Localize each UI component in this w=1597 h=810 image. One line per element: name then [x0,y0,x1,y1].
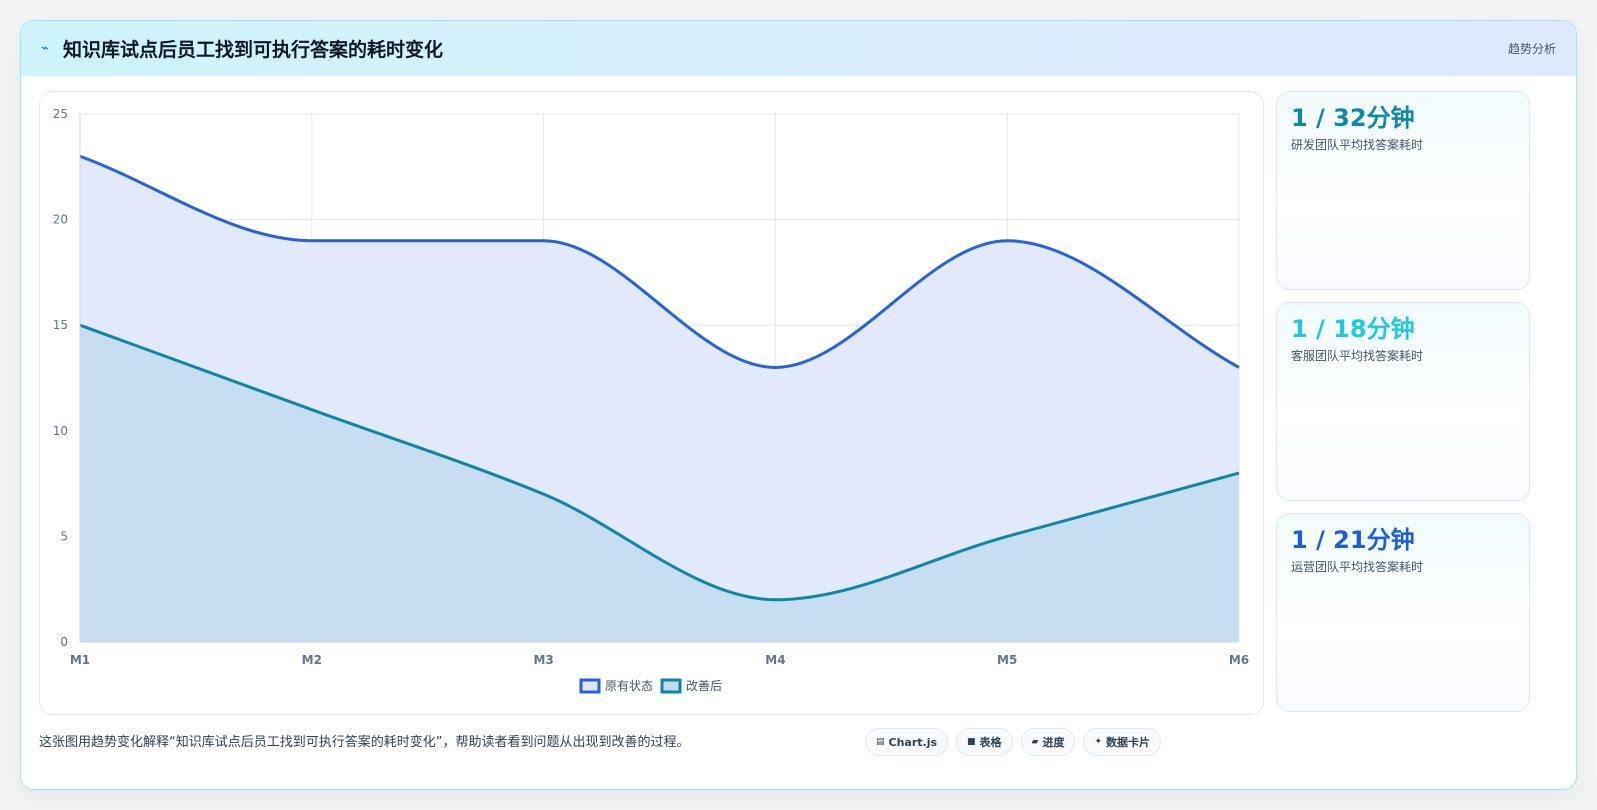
y-tick-label: 25 [53,107,68,121]
x-tick-label: M4 [765,653,785,667]
table-icon: ■ [967,737,976,747]
legend-label: 改善后 [686,678,722,693]
chip-label: 进度 [1042,736,1065,749]
legend-swatch [660,678,682,694]
stat-cards: 1 / 32分钟 研发团队平均找答案耗时 1 / 18分钟 客服团队平均找答案耗… [1276,91,1530,724]
area-chart: 0 5 10 15 20 25 M1 M2 M3 M4 M5 M6 原有状态 改善后 [53,107,1249,694]
legend-label: 原有状态 [605,679,653,693]
x-tick-label: M2 [302,653,322,667]
series-area-2 [80,325,1239,642]
chip-label: Chart.js [888,735,938,749]
stat-value: 1 / 18分钟 [1291,315,1415,343]
trend-icon: ⌁ [41,41,49,56]
x-tick-label: M6 [1229,653,1249,667]
page-title: 知识库试点后员工找到可执行答案的耗时变化 [63,39,444,61]
chip-chartjs[interactable]: ▤ Chart.js [865,728,949,756]
y-tick-label: 15 [53,318,68,332]
chip-table[interactable]: ■ 表格 [956,728,1013,756]
header-tag: 趋势分析 [1507,42,1556,56]
x-tick-label: M1 [70,653,90,667]
x-tick-label: M5 [997,653,1017,667]
y-tick-label: 0 [60,635,68,649]
y-tick-label: 10 [53,424,68,438]
series-line-2 [79,323,1240,602]
x-tick-label: M3 [533,653,553,667]
stat-label: 研发团队平均找答案耗时 [1291,138,1424,152]
stat-card-rd: 1 / 32分钟 研发团队平均找答案耗时 [1276,91,1530,290]
chart-panel: 0 5 10 15 20 25 M1 M2 M3 M4 M5 M6 原有状态 改善后 [39,91,1264,715]
chart-description: 这张图用趋势变化解释“知识库试点后员工找到可执行答案的耗时变化”，帮助读者看到问… [39,735,690,750]
chip-label: 表格 [979,736,1002,749]
dashboard-card: ⌁ 知识库试点后员工找到可执行答案的耗时变化 趋势分析 0 5 10 15 20 25 M1… [20,20,1577,790]
legend-swatch [579,678,601,694]
chart-icon: ▤ [876,737,885,747]
stat-value: 1 / 32分钟 [1291,104,1415,132]
card-header: ⌁ 知识库试点后员工找到可执行答案的耗时变化 趋势分析 [21,21,1576,76]
series-line-1 [79,154,1240,369]
title-wrap: ⌁ 知识库试点后员工找到可执行答案的耗时变化 [41,35,443,62]
feature-chips: ▤ Chart.js ■ 表格 ▰ 进度 ✦ 数据卡片 [865,728,1162,756]
progress-icon: ▰ [1031,737,1039,747]
y-tick-label: 20 [53,213,68,227]
chip-label: 数据卡片 [1106,736,1151,749]
stat-label: 客服团队平均找答案耗时 [1291,349,1424,363]
chip-data-card[interactable]: ✦ 数据卡片 [1083,728,1162,756]
sparkle-icon: ✦ [1094,737,1103,747]
stat-label: 运营团队平均找答案耗时 [1291,560,1424,574]
stat-card-support: 1 / 18分钟 客服团队平均找答案耗时 [1276,302,1530,501]
stat-card-ops: 1 / 21分钟 运营团队平均找答案耗时 [1276,513,1530,712]
stat-value: 1 / 21分钟 [1291,526,1415,554]
y-tick-label: 5 [60,529,68,543]
chip-progress[interactable]: ▰ 进度 [1020,728,1076,756]
